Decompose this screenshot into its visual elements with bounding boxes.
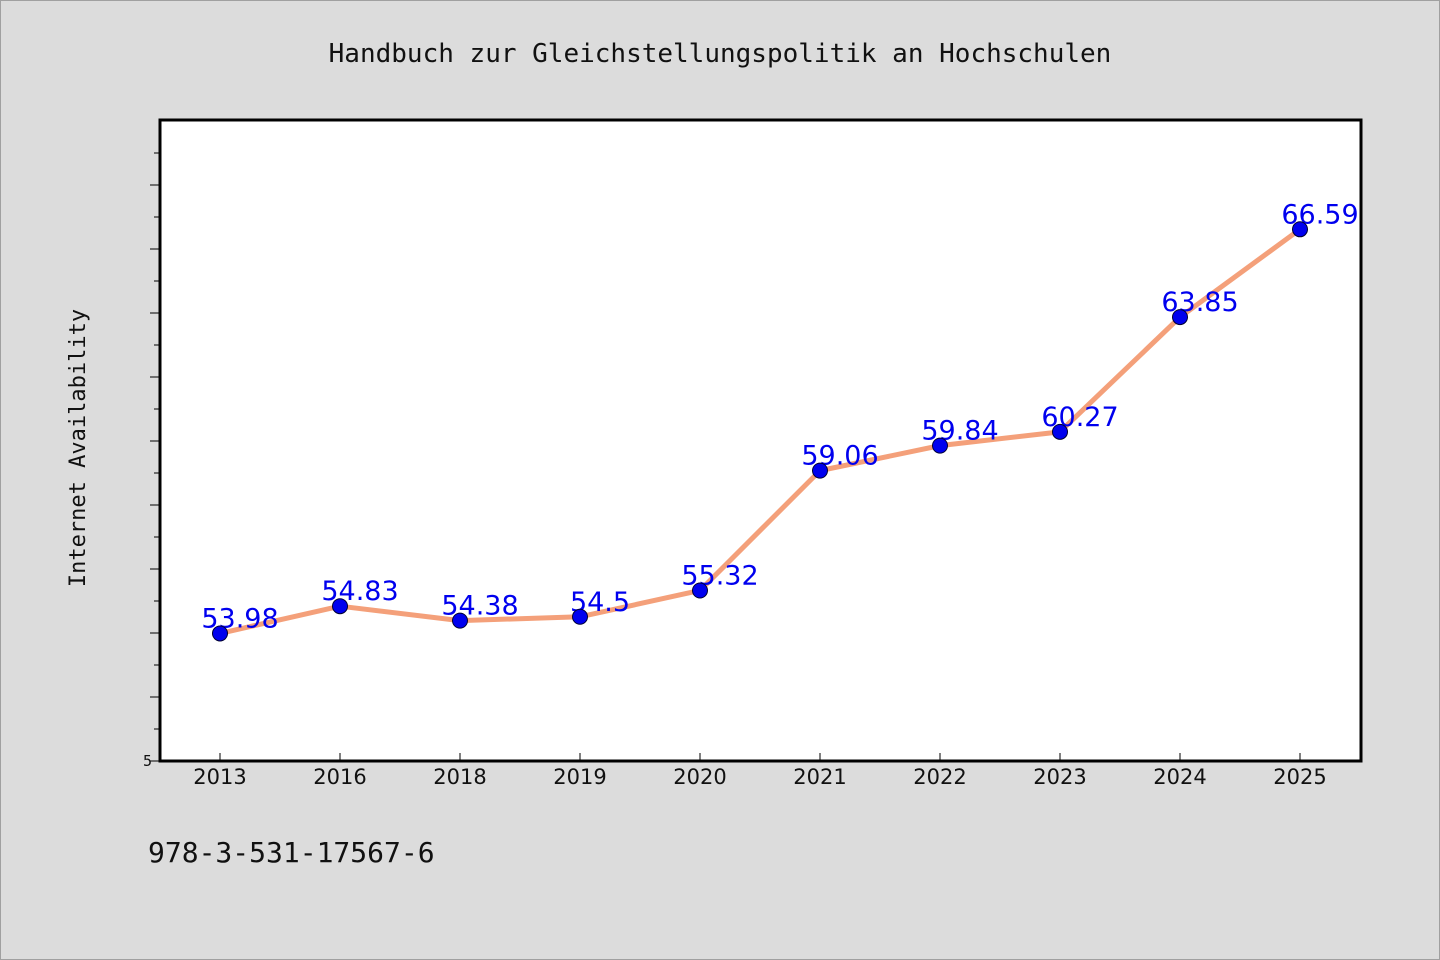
x-tick-label: 2025	[1273, 765, 1326, 789]
data-point	[1292, 221, 1308, 238]
data-point	[452, 612, 468, 629]
data-point	[692, 582, 708, 599]
x-tick-label: 2016	[313, 765, 366, 789]
x-tick-label: 2021	[793, 765, 846, 789]
data-point	[572, 608, 588, 625]
y-axis-label: Internet Availability	[66, 309, 91, 587]
data-point	[932, 437, 948, 454]
plot-area	[158, 118, 1363, 763]
x-tick-label: 2019	[553, 765, 606, 789]
chart-title: Handbuch zur Gleichstellungspolitik an H…	[329, 39, 1112, 69]
series-line-group	[217, 226, 1303, 636]
x-tick-label: 2023	[1033, 765, 1086, 789]
data-point	[1172, 309, 1188, 326]
data-markers	[212, 221, 1308, 642]
series-line	[217, 226, 1303, 636]
x-tick-label: 2013	[193, 765, 246, 789]
data-point	[212, 625, 228, 642]
data-point	[1052, 423, 1068, 440]
x-tick-label: 2024	[1153, 765, 1206, 789]
x-axis-ticks: 2013 2016 2018 2019 2020 2021 2022 2023 2024 2025	[193, 753, 1327, 789]
y-tick-label: 5	[143, 752, 152, 770]
x-tick-label: 2020	[673, 765, 726, 789]
x-tick-label: 2022	[913, 765, 966, 789]
x-tick-label: 2018	[433, 765, 486, 789]
data-point	[332, 598, 348, 615]
data-point	[812, 462, 828, 479]
isbn-text: 978-3-531-17567-6	[148, 836, 435, 869]
y-axis-ticks: 5	[143, 152, 160, 770]
